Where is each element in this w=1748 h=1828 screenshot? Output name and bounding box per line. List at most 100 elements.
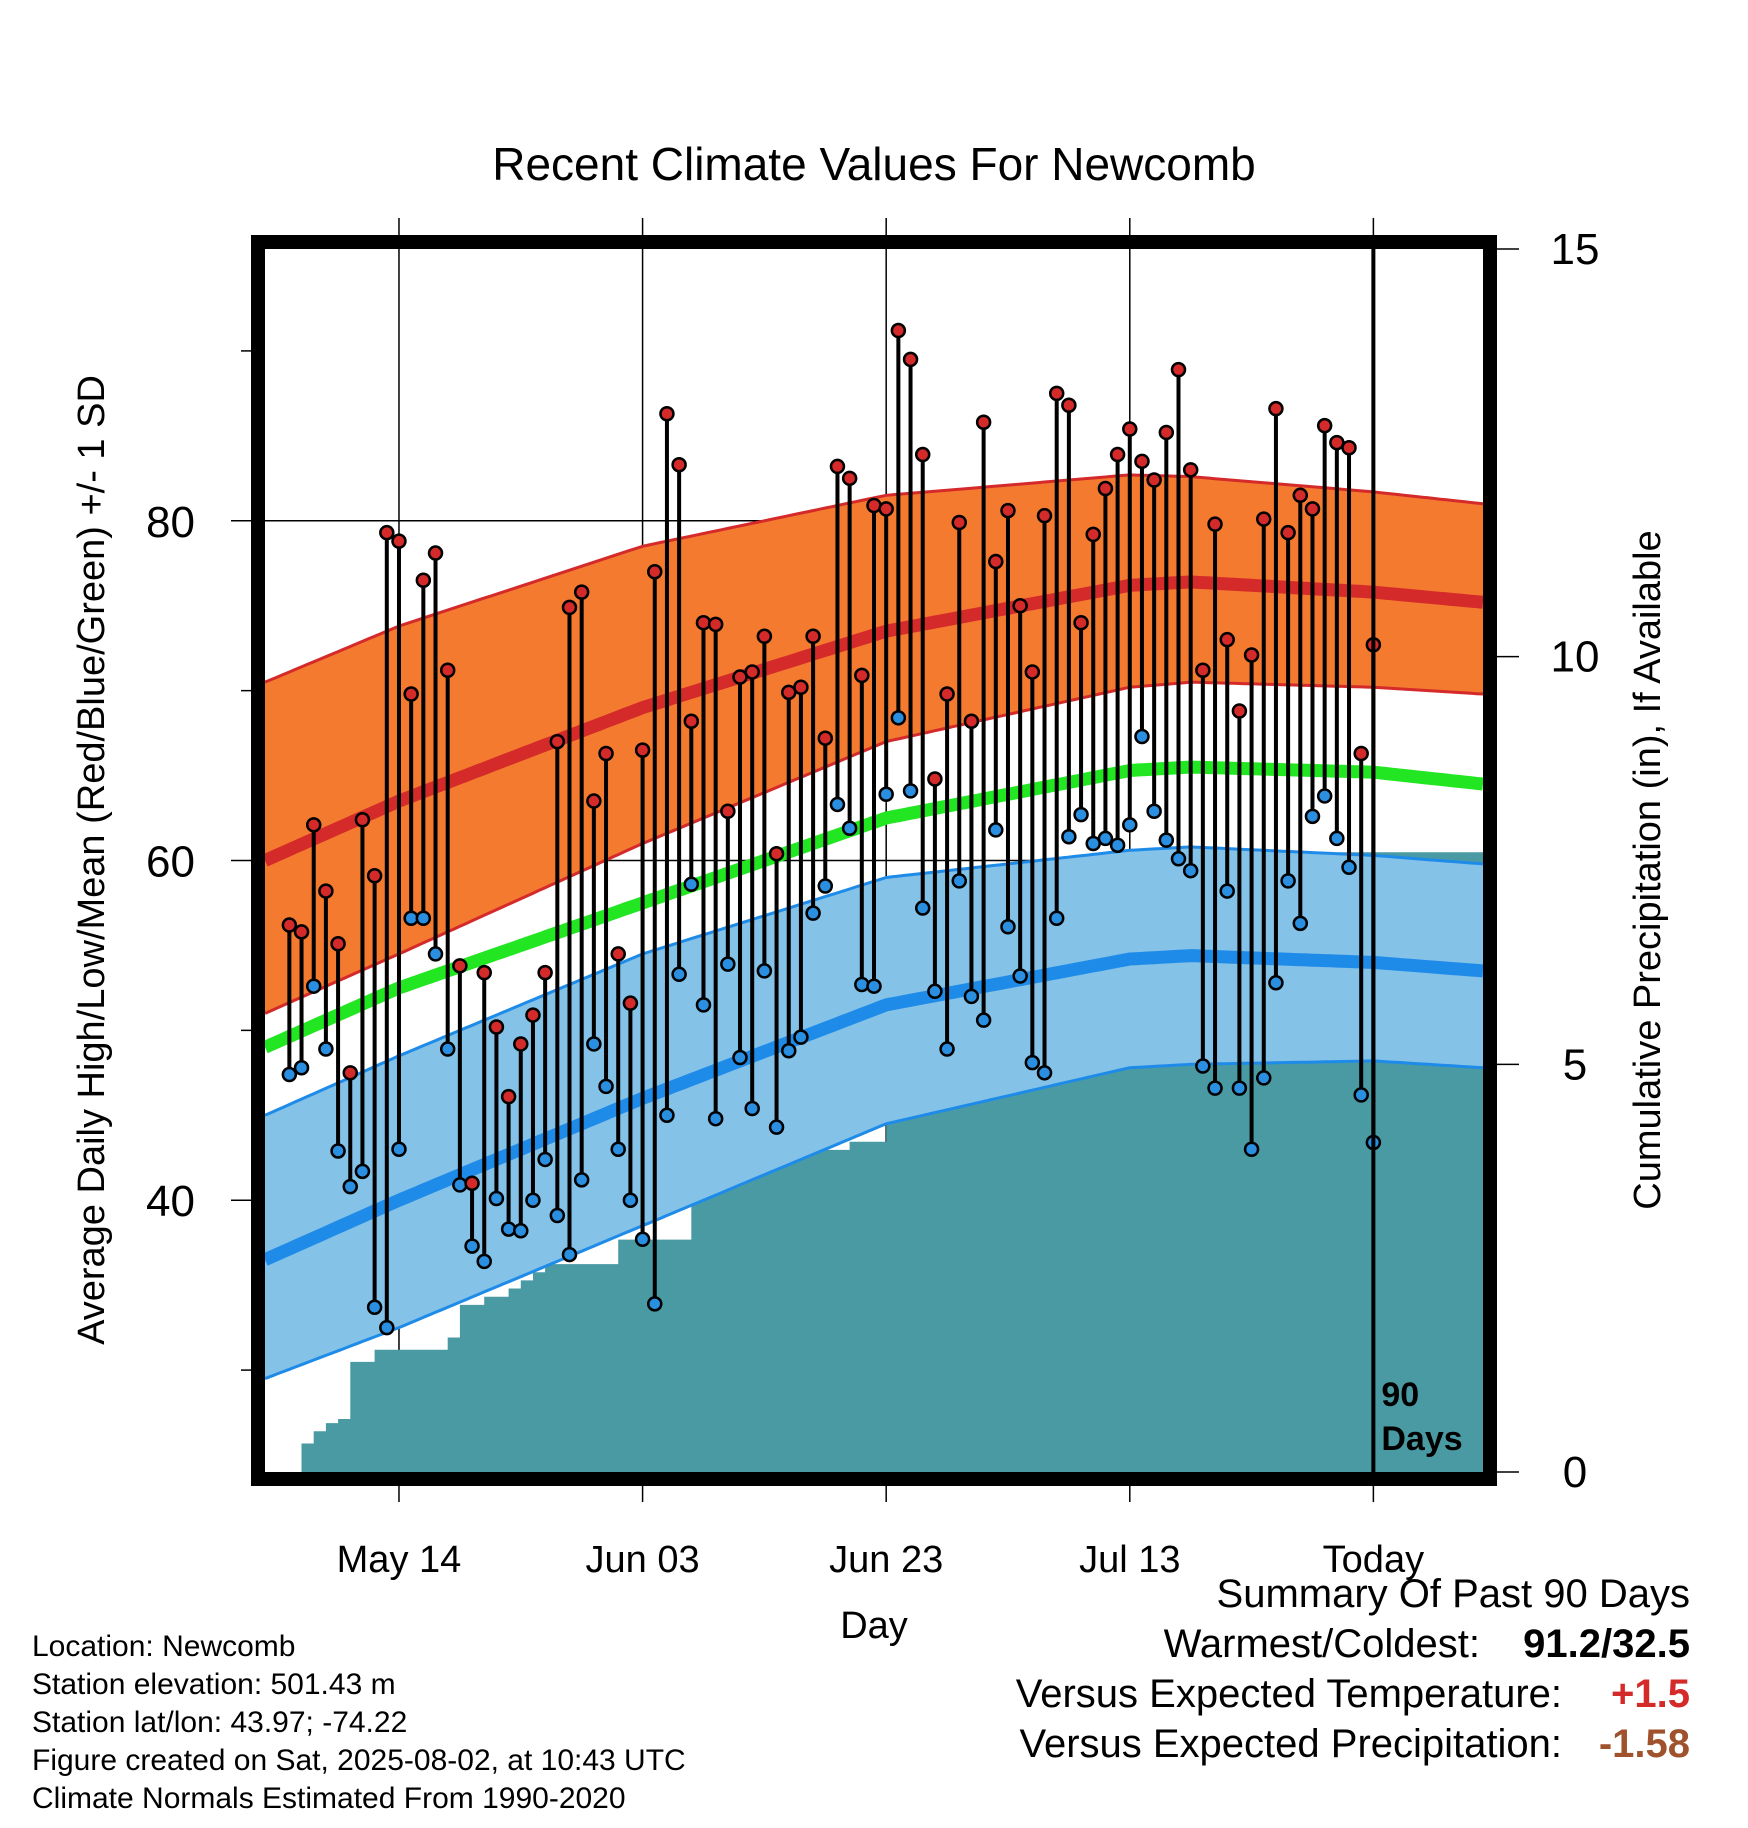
daily-low-point	[318, 1041, 334, 1057]
daily-high-point	[439, 662, 456, 679]
daily-high-point	[549, 733, 566, 750]
daily-high-point	[379, 524, 395, 541]
daily-high-point	[1256, 511, 1272, 527]
daily-high-point	[890, 322, 907, 339]
daily-low-point	[793, 1029, 809, 1045]
daily-low-point	[342, 1178, 359, 1195]
daily-low-point	[951, 873, 968, 889]
elevation-text: Station elevation: 501.43 m	[32, 1668, 396, 1701]
daily-low-point	[720, 956, 736, 972]
daily-low-point	[549, 1207, 566, 1224]
daily-high-point	[415, 572, 432, 588]
y-tick-label-right: 5	[1563, 1040, 1587, 1089]
daily-high-point	[1243, 647, 1260, 663]
daily-high-point	[927, 771, 943, 787]
daily-low-point	[1256, 1070, 1272, 1086]
y-tick-label-right: 10	[1551, 633, 1600, 682]
daily-low-point	[1195, 1058, 1211, 1074]
daily-low-point	[1097, 830, 1114, 847]
plot-frame	[251, 235, 1497, 1486]
daily-low-point	[890, 710, 907, 726]
y-tick-label-left: 80	[146, 498, 195, 547]
daily-low-point	[1243, 1141, 1260, 1158]
daily-high-point	[951, 514, 968, 531]
daily-high-point	[1097, 480, 1114, 497]
y-axis-left-label: Average Daily High/Low/Mean (Red/Blue/Gr…	[71, 375, 113, 1345]
daily-low-point	[1061, 828, 1077, 845]
daily-high-point	[1231, 703, 1248, 719]
daily-low-point	[1292, 915, 1309, 932]
daily-high-point	[488, 1019, 505, 1035]
daily-high-point	[281, 917, 298, 933]
summary-title: Summary Of Past 90 Days	[1216, 1572, 1690, 1616]
precip-anomaly-label: Versus Expected Precipitation:	[1019, 1722, 1562, 1766]
daily-low-point	[963, 988, 980, 1005]
daily-high-point	[1073, 614, 1089, 631]
daily-high-point	[720, 803, 736, 819]
daily-low-point	[683, 876, 700, 893]
daily-low-point	[622, 1192, 639, 1208]
temp-anomaly-value: +1.5	[1611, 1672, 1690, 1716]
daily-low-point	[841, 820, 858, 836]
daily-high-point	[1109, 446, 1126, 463]
daily-low-point	[878, 786, 894, 803]
daily-low-point	[1146, 803, 1162, 819]
daily-low-point	[366, 1299, 383, 1315]
daily-high-point	[293, 924, 310, 940]
daily-low-point	[1316, 788, 1333, 804]
daily-low-point	[707, 1110, 724, 1127]
daily-low-point	[829, 796, 846, 813]
daily-high-point	[829, 458, 846, 475]
daily-low-point	[817, 878, 834, 894]
daily-high-point	[854, 667, 870, 684]
daily-high-point	[1170, 361, 1187, 378]
low-sd-lower-line	[265, 1059, 1483, 1381]
daily-low-point	[1280, 873, 1296, 889]
daily-low-point	[975, 1012, 992, 1028]
daily-high-point	[452, 958, 468, 974]
daily-high-point	[513, 1036, 529, 1052]
daily-high-point	[1146, 472, 1162, 488]
daily-low-point	[902, 783, 919, 799]
station-info: Location: Newcomb Station elevation: 501…	[32, 1628, 686, 1818]
daily-high-point	[525, 1007, 541, 1023]
daily-high-point	[939, 686, 955, 702]
daily-high-point	[1012, 597, 1028, 614]
daily-low-point	[1073, 806, 1089, 823]
daily-high-point	[634, 742, 651, 758]
daily-low-point	[927, 983, 943, 1000]
daily-high-point	[1304, 501, 1321, 517]
daily-high-point	[305, 817, 322, 833]
daily-low-point	[464, 1238, 480, 1254]
daily-low-point	[1304, 808, 1321, 825]
daily-high-point	[391, 533, 407, 549]
warmest-coldest-value: 91.2/32.5	[1523, 1622, 1690, 1666]
daily-low-point	[805, 905, 821, 921]
x-axis-label: Day	[840, 1605, 908, 1647]
daily-high-point	[1024, 664, 1041, 680]
daily-high-point	[914, 446, 931, 463]
daily-low-point	[634, 1231, 651, 1248]
daily-low-point	[854, 976, 870, 993]
daily-high-point	[1195, 662, 1211, 679]
daily-low-point	[379, 1319, 395, 1336]
daily-low-point	[330, 1143, 346, 1159]
daily-low-point	[537, 1151, 553, 1168]
daily-high-point	[695, 614, 712, 631]
daily-low-point	[1012, 968, 1028, 984]
daily-low-point	[305, 978, 322, 994]
daily-high-point	[1158, 424, 1175, 441]
daily-high-point	[647, 563, 663, 580]
temp-anomaly-label: Versus Expected Temperature:	[1015, 1672, 1562, 1716]
daily-high-point	[1182, 462, 1199, 478]
daily-high-point	[1292, 487, 1309, 504]
daily-high-point	[342, 1065, 359, 1081]
daily-low-point	[866, 978, 882, 994]
daily-low-point	[439, 1041, 456, 1057]
daily-high-point	[878, 501, 894, 517]
x-tick-label: Jun 03	[586, 1539, 700, 1581]
normals-text: Climate Normals Estimated From 1990-2020	[32, 1782, 626, 1815]
daily-low-point	[1024, 1054, 1041, 1071]
daily-low-point	[513, 1223, 529, 1239]
location-text: Location: Newcomb	[32, 1630, 296, 1663]
